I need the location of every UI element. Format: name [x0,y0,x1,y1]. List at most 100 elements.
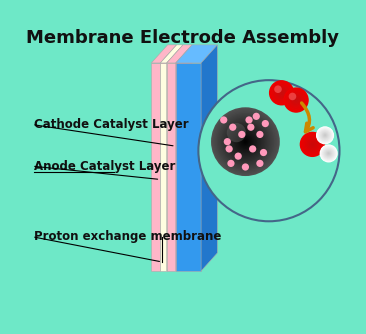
Circle shape [289,93,303,108]
Circle shape [276,88,287,98]
Circle shape [320,145,337,162]
Circle shape [308,140,317,149]
Circle shape [280,92,283,94]
Circle shape [291,96,301,105]
Polygon shape [160,45,183,63]
Circle shape [256,160,264,167]
Circle shape [269,80,294,106]
Circle shape [293,97,299,104]
Circle shape [324,149,333,158]
Circle shape [294,98,298,102]
Circle shape [262,120,269,127]
Circle shape [312,144,313,145]
Circle shape [287,92,305,109]
Circle shape [249,145,256,153]
Circle shape [305,136,320,152]
Circle shape [238,131,246,138]
Circle shape [218,115,273,169]
Circle shape [322,132,328,139]
Polygon shape [151,63,160,271]
Circle shape [327,152,330,155]
Circle shape [232,129,258,155]
Circle shape [242,163,249,171]
Circle shape [324,134,326,137]
Circle shape [322,147,335,160]
Circle shape [244,140,247,143]
Circle shape [321,145,337,162]
Circle shape [292,96,300,104]
Circle shape [321,146,336,161]
FancyArrowPatch shape [302,103,313,132]
Circle shape [324,134,326,136]
Circle shape [227,123,246,142]
Circle shape [321,132,329,139]
Circle shape [290,94,302,106]
Circle shape [303,135,322,154]
Circle shape [322,147,335,160]
Circle shape [287,91,305,110]
Circle shape [220,116,227,124]
Circle shape [277,89,285,97]
Polygon shape [167,45,192,63]
Circle shape [260,149,267,156]
Circle shape [270,81,293,104]
Circle shape [321,131,329,140]
Circle shape [279,90,284,96]
Circle shape [276,87,288,99]
Polygon shape [167,63,176,271]
Circle shape [241,137,250,146]
Circle shape [317,127,333,144]
Polygon shape [201,45,217,271]
Circle shape [217,113,274,170]
Circle shape [309,140,316,148]
Circle shape [324,148,334,159]
Circle shape [311,143,314,146]
Circle shape [323,133,328,138]
Text: Anode Catalyst Layer: Anode Catalyst Layer [34,160,175,173]
Circle shape [306,138,319,151]
Circle shape [317,127,333,143]
Polygon shape [151,45,177,63]
Circle shape [229,124,236,131]
Circle shape [294,98,299,103]
Circle shape [274,86,289,100]
Polygon shape [160,63,167,271]
Circle shape [224,138,231,145]
Circle shape [325,150,332,157]
Circle shape [286,90,306,110]
Text: Proton exchange membrane: Proton exchange membrane [34,230,221,243]
Circle shape [310,142,315,147]
Circle shape [301,133,324,156]
Circle shape [283,88,309,113]
Circle shape [240,136,251,147]
Circle shape [272,84,291,102]
Circle shape [289,93,296,100]
Circle shape [270,81,294,105]
Polygon shape [176,45,192,271]
Circle shape [225,145,233,153]
Circle shape [305,137,320,152]
Circle shape [229,126,261,157]
Circle shape [295,99,298,102]
Circle shape [288,92,304,108]
Circle shape [231,127,260,156]
Circle shape [318,129,332,142]
Circle shape [309,141,316,148]
Circle shape [321,146,336,161]
Circle shape [274,86,282,93]
Circle shape [319,130,331,141]
Circle shape [227,123,264,160]
Circle shape [237,133,254,150]
Circle shape [221,117,270,166]
Circle shape [320,144,338,162]
Circle shape [256,131,264,138]
Polygon shape [160,45,177,271]
Circle shape [320,131,330,140]
Circle shape [277,88,286,98]
Circle shape [215,112,276,172]
Circle shape [327,152,330,155]
Circle shape [290,94,303,107]
Text: Membrane Electrode Assembly: Membrane Electrode Assembly [26,29,340,47]
Circle shape [326,151,331,156]
Circle shape [319,129,331,142]
